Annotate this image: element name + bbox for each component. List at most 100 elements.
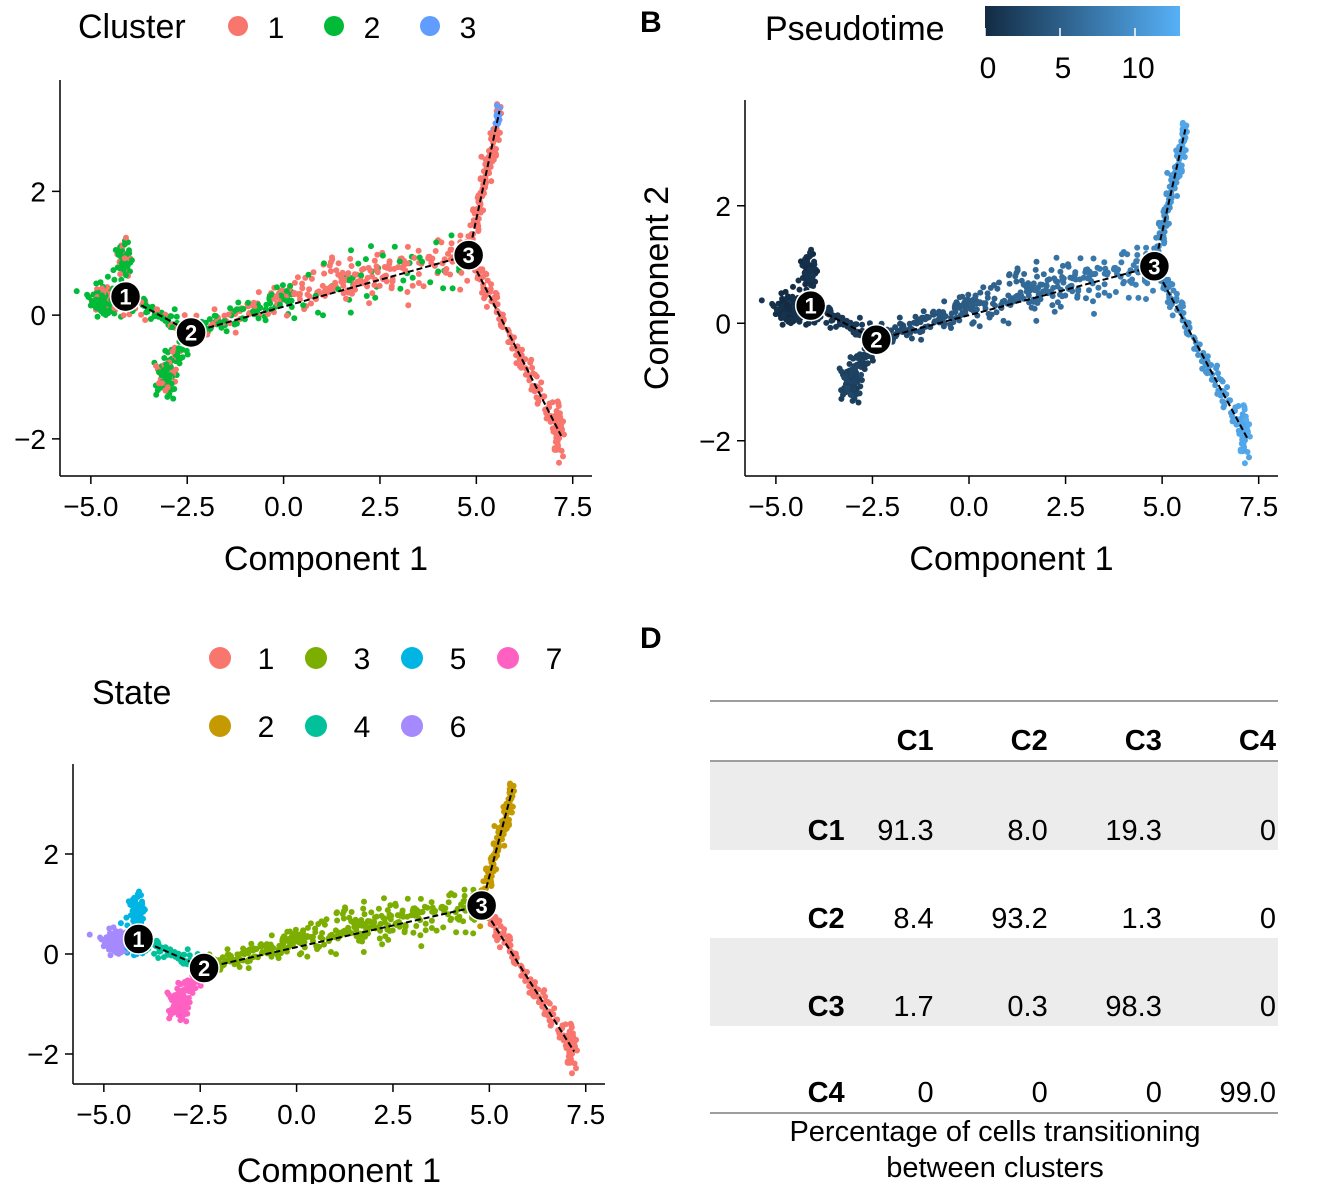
data-point	[529, 364, 536, 371]
table-cell: 1.7	[846, 938, 936, 1026]
data-point	[308, 300, 314, 307]
branch-point-marker	[1138, 250, 1171, 283]
data-point	[340, 290, 347, 297]
data-point	[415, 280, 422, 286]
data-point	[569, 1070, 575, 1077]
data-point	[377, 920, 384, 927]
data-point	[297, 290, 303, 297]
data-point	[1057, 303, 1064, 310]
data-point	[963, 301, 970, 308]
data-point	[954, 300, 961, 307]
data-point	[1101, 259, 1108, 266]
data-point	[908, 335, 915, 342]
panel-a-legend: Cluster 1 2 3	[78, 8, 476, 46]
table-cell: 0	[1163, 761, 1278, 850]
data-point	[429, 904, 436, 911]
data-point	[980, 284, 987, 291]
data-point	[1212, 382, 1219, 389]
trajectory-segment	[203, 904, 482, 969]
table-header-cell: C1	[846, 700, 936, 762]
data-point	[224, 951, 231, 958]
data-point	[418, 943, 425, 950]
table-header-cell: C3	[1049, 700, 1164, 762]
table-caption-line-2: between clusters	[886, 1152, 1104, 1184]
data-point	[351, 271, 358, 278]
data-point	[291, 935, 298, 942]
data-point	[326, 262, 333, 269]
data-point	[809, 272, 816, 279]
panel-a-points	[73, 101, 567, 466]
data-point	[299, 280, 306, 287]
data-point	[141, 906, 148, 913]
data-point	[358, 932, 365, 939]
data-point	[348, 247, 354, 254]
data-point	[320, 312, 326, 319]
data-point	[99, 292, 105, 299]
x-tick-label: −2.5	[845, 491, 900, 522]
data-point	[404, 895, 411, 902]
data-point	[114, 939, 121, 946]
data-point	[417, 909, 424, 916]
data-point	[948, 310, 955, 317]
legend-swatch	[401, 647, 423, 669]
transition-table-grid: C1 C2 C3 C4 C1 91.3 8.0 19.3 0 C2 8.4 93…	[710, 700, 1278, 1114]
data-point	[1144, 280, 1151, 287]
data-point	[356, 937, 362, 944]
data-point	[392, 902, 399, 909]
data-point	[155, 955, 162, 961]
data-point	[167, 1011, 174, 1018]
data-point	[488, 178, 495, 185]
data-point	[291, 279, 298, 286]
branch-point-marker	[794, 289, 827, 322]
data-point	[1082, 269, 1089, 276]
branch-point-marker	[175, 316, 207, 349]
data-point	[1037, 281, 1044, 288]
data-point	[162, 366, 169, 373]
data-point	[116, 947, 123, 954]
data-point	[535, 999, 542, 1006]
data-point	[415, 271, 422, 277]
data-point	[758, 297, 765, 304]
data-point	[1202, 368, 1209, 375]
data-point	[340, 915, 347, 922]
data-point	[1150, 287, 1156, 294]
data-point	[1134, 252, 1141, 258]
data-point	[184, 946, 191, 953]
data-point	[265, 311, 271, 317]
branch-point-label: 2	[870, 328, 882, 353]
table-cell: 8.0	[935, 761, 1050, 850]
data-point	[185, 994, 192, 1001]
data-point	[1065, 263, 1072, 270]
data-point	[175, 979, 182, 986]
data-point	[193, 312, 200, 319]
data-point	[321, 270, 328, 277]
data-point	[959, 293, 966, 300]
data-point	[1106, 292, 1113, 299]
data-point	[124, 261, 131, 268]
data-point	[462, 929, 469, 936]
table-row-header: C2	[807, 903, 845, 935]
data-point	[428, 917, 435, 924]
data-point	[428, 899, 435, 906]
data-point	[420, 283, 427, 290]
data-point	[397, 285, 404, 292]
data-point	[351, 282, 358, 289]
data-point	[828, 317, 835, 324]
data-point	[263, 301, 270, 308]
data-point	[121, 241, 128, 248]
data-point	[1050, 284, 1057, 291]
data-point	[127, 268, 133, 275]
data-point	[383, 278, 390, 285]
data-point	[965, 291, 972, 298]
data-point	[252, 946, 259, 953]
legend-swatch	[209, 715, 231, 737]
data-point	[1095, 292, 1102, 299]
data-point	[1090, 271, 1097, 278]
data-point	[235, 299, 242, 306]
data-point	[1012, 293, 1019, 300]
data-point	[1134, 258, 1141, 265]
data-point	[171, 306, 178, 313]
data-point	[409, 274, 416, 281]
data-point	[153, 362, 159, 369]
